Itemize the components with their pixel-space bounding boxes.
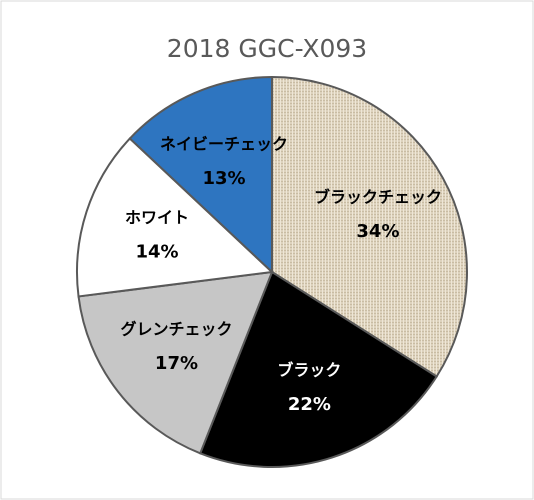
slice-label: グレンチェック — [120, 320, 232, 339]
slice-label: ホワイト — [125, 208, 189, 227]
data-label: 22% — [288, 394, 331, 415]
pie-slice — [198, 270, 439, 468]
slice-label: ネイビーチェック — [160, 135, 288, 154]
data-label: 14% — [135, 242, 178, 263]
data-label: 13% — [202, 168, 245, 189]
data-label: 17% — [155, 353, 198, 374]
slice-label: ブラックチェック — [314, 187, 442, 206]
data-label: 34% — [356, 221, 399, 242]
pie-slice — [77, 270, 274, 455]
pie-slice — [128, 75, 273, 275]
pie-slice — [76, 137, 275, 298]
slice-label: ブラック — [277, 360, 341, 379]
chart-title: 2018 GGC-X093 — [167, 34, 367, 63]
pie-slice — [271, 75, 468, 378]
